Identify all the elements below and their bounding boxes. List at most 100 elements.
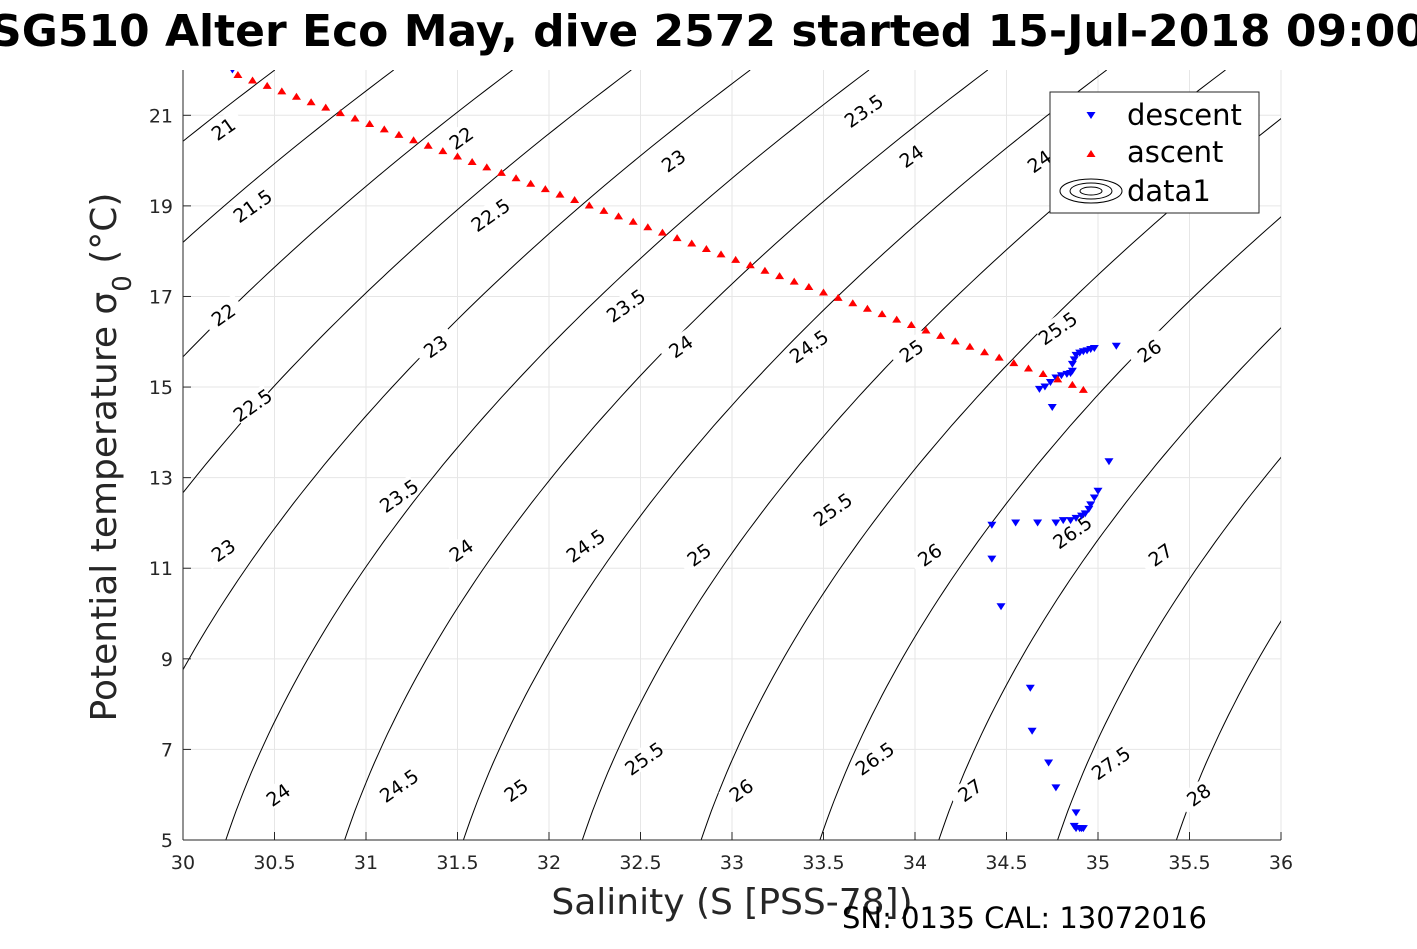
- ascent-point: [453, 152, 462, 160]
- y-tick-label: 11: [149, 558, 173, 580]
- contour-label-backdrop: [718, 769, 763, 810]
- x-tick-label: 35.5: [1168, 852, 1210, 874]
- descent-point: [1086, 501, 1096, 509]
- ascent-point: [438, 147, 448, 155]
- descent-point: [1077, 512, 1087, 520]
- ascent-point: [862, 304, 872, 312]
- ascent-point: [716, 250, 726, 258]
- descent-point: [1047, 403, 1057, 411]
- contour-label-backdrop: [1126, 330, 1171, 370]
- x-tick-label: 33.5: [802, 852, 844, 874]
- x-tick-label: 32: [537, 852, 561, 874]
- ascent-point: [379, 125, 389, 133]
- ascent-point: [423, 141, 433, 149]
- contour-label-backdrop: [200, 294, 245, 334]
- ascent-point: [994, 353, 1004, 361]
- ascent-point: [277, 87, 287, 95]
- ascent-point: [584, 201, 594, 209]
- ascent-point: [936, 331, 946, 339]
- descent-point: [230, 70, 235, 74]
- ascent-point: [409, 136, 419, 144]
- contour-label-backdrop: [376, 475, 421, 515]
- descent-point: [1067, 360, 1077, 368]
- ascent-point: [1053, 375, 1063, 383]
- ascent-point: [496, 168, 506, 176]
- contour-label-backdrop: [562, 525, 608, 565]
- contour-label-backdrop: [376, 765, 421, 805]
- ascent-point: [262, 81, 272, 89]
- descent-point: [1040, 383, 1050, 391]
- ascent-point: [687, 239, 697, 247]
- legend-box: [1049, 91, 1260, 214]
- x-axis-label: Salinity (S [PSS-78]): [551, 882, 912, 923]
- x-tick-label: 36: [1269, 852, 1293, 874]
- ascent-point: [511, 174, 521, 182]
- contour-label-backdrop: [438, 117, 483, 157]
- descent-point: [1011, 519, 1021, 527]
- grid-lines: [182, 70, 1282, 841]
- contour-label-backdrop: [841, 90, 886, 130]
- contour-label-backdrop: [676, 534, 721, 574]
- isopycnal-line: [225, 70, 870, 840]
- descent-point: [1044, 759, 1054, 767]
- descent-point: [1078, 825, 1088, 833]
- ascent-point: [745, 261, 755, 269]
- descent-point: [987, 555, 997, 563]
- ascent-point: [804, 283, 814, 291]
- legend-ascent-marker: [1086, 150, 1096, 157]
- x-tick-label: 31.5: [436, 852, 478, 874]
- ascent-point: [321, 103, 331, 111]
- descent-point: [1033, 519, 1043, 527]
- ascent-point: [291, 92, 301, 100]
- contour-label-backdrop: [200, 529, 245, 569]
- x-tick-label: 33: [720, 852, 744, 874]
- contour-label-backdrop: [1175, 774, 1221, 814]
- ascent-point: [980, 348, 990, 356]
- isopycnal-line: [183, 70, 751, 671]
- ascent-point: [760, 266, 770, 274]
- ascent-point: [921, 326, 931, 334]
- contour-label-backdrop: [1137, 534, 1182, 574]
- ascent-point: [819, 288, 828, 296]
- ascent-point: [394, 130, 404, 138]
- y-tick-label: 17: [149, 286, 173, 308]
- ascent-point: [1023, 364, 1033, 372]
- ascent-point: [628, 217, 638, 225]
- y-tick-label: 19: [149, 196, 173, 218]
- isopycnal-line: [344, 70, 989, 840]
- legend-contour-icon: [1059, 178, 1123, 204]
- ascent-point: [306, 98, 316, 106]
- contour-label-backdrop: [650, 140, 695, 180]
- descent-point: [1066, 517, 1076, 525]
- descent-point: [1051, 519, 1061, 527]
- contour-label-backdrop: [786, 325, 831, 366]
- legend-data1-label: data1: [1127, 174, 1211, 208]
- y-tick-label: 21: [149, 105, 173, 127]
- isopycnal-line: [1175, 620, 1281, 840]
- ascent-point: [877, 310, 887, 318]
- ascent-point: [833, 293, 843, 301]
- descent-point: [1071, 351, 1081, 359]
- legend-ascent-label: ascent: [1127, 135, 1223, 169]
- ascent-point: [350, 114, 360, 122]
- ascent-point: [599, 206, 609, 214]
- y-tick-label: 15: [149, 377, 173, 399]
- axis-ticks: 30 30.5 31 31.5 32 32.5 33 33.5 34 34.5 35 35.5 36 5 7…: [149, 105, 1293, 874]
- contour-label-backdrop: [621, 737, 666, 778]
- ascent-point: [657, 228, 667, 236]
- y-axis-label-subscript: 0: [108, 275, 138, 292]
- ascent-point: [892, 315, 902, 323]
- ascent-point: [233, 71, 243, 79]
- legend-descent-marker: [1086, 112, 1096, 119]
- contour-label-backdrop: [412, 325, 458, 366]
- descent-point: [1034, 385, 1044, 393]
- ascent-point: [950, 337, 960, 345]
- y-tick-label: 7: [161, 739, 173, 761]
- x-tick-label: 34.5: [985, 852, 1027, 874]
- y-tick-label: 13: [149, 468, 173, 490]
- descent-point: [1058, 517, 1068, 525]
- legend-descent-label: descent: [1127, 98, 1242, 132]
- contour-label-backdrop: [1035, 307, 1080, 348]
- descent-point: [1045, 379, 1055, 387]
